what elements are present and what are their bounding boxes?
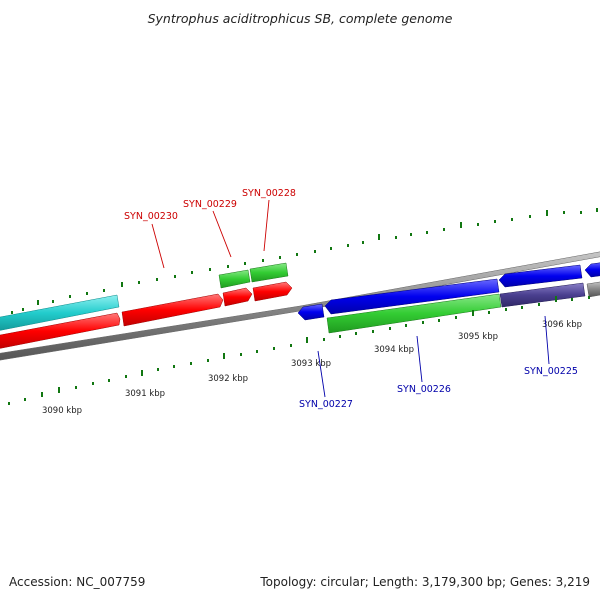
gene-arrow-syn-00226 xyxy=(326,293,502,334)
gene-arrow-syn-00230 xyxy=(0,312,121,349)
gene-label-syn-00229: SYN_00229 xyxy=(183,199,237,210)
forward-gene-labels: SYN_00230 SYN_00229 SYN_00228 xyxy=(124,188,296,269)
gene-arrow-misc xyxy=(499,282,586,308)
gene-label-syn-00225: SYN_00225 xyxy=(524,366,578,377)
tick-label-3092: 3092 kbp xyxy=(208,374,248,384)
leader-line-syn-00227 xyxy=(317,350,326,398)
gene-arrow-syn-00225 xyxy=(498,264,583,288)
leader-line-syn-00225 xyxy=(544,315,550,365)
gene-arrow-rna-b xyxy=(249,262,289,283)
gene-arrow-syn-00226-blue xyxy=(324,278,500,315)
tick-label-3091: 3091 kbp xyxy=(125,389,165,399)
gene-label-syn-00230: SYN_00230 xyxy=(124,211,178,222)
tick-label-3093: 3093 kbp xyxy=(291,359,331,369)
tick-label-3095: 3095 kbp xyxy=(458,332,498,342)
leader-line-syn-00228 xyxy=(263,199,270,252)
reverse-gene-labels: SYN_00227 SYN_00226 SYN_00225 xyxy=(299,315,578,410)
gene-arrow-syn-00229 xyxy=(222,287,253,307)
leader-line-syn-00226 xyxy=(416,335,423,383)
gene-arrow-syn-00228 xyxy=(252,281,293,302)
gene-arrow-rna-a xyxy=(218,269,251,289)
gene-arrow-gray xyxy=(586,281,600,298)
gene-arrow-syn-00227 xyxy=(297,303,325,321)
outer-tick-ring xyxy=(11,208,598,314)
genome-backbone xyxy=(0,251,600,361)
genome-title: Syntrophus aciditrophicus SB, complete g… xyxy=(148,11,453,26)
accession-text: Accession: NC_007759 xyxy=(9,575,145,589)
gene-label-syn-00227: SYN_00227 xyxy=(299,399,353,410)
leader-line-syn-00230 xyxy=(151,223,165,269)
leader-line-syn-00229 xyxy=(212,210,232,258)
gene-label-syn-00226: SYN_00226 xyxy=(397,384,451,395)
tick-label-3096: 3096 kbp xyxy=(542,320,582,330)
gene-arrow-syn-00230-b xyxy=(121,293,224,327)
tick-label-3094: 3094 kbp xyxy=(374,345,414,355)
inner-tick-ring: 3090 kbp 3091 kbp 3092 kbp 3093 kbp 3094… xyxy=(8,296,590,416)
gene-arrow-cyan xyxy=(0,294,120,331)
forward-strand-features xyxy=(0,262,293,349)
gene-label-syn-00228: SYN_00228 xyxy=(242,188,296,199)
genome-summary-text: Topology: circular; Length: 3,179,300 bp… xyxy=(259,575,590,589)
tick-label-3090: 3090 kbp xyxy=(42,406,82,416)
reverse-strand-features xyxy=(297,262,600,334)
gene-arrow-edge xyxy=(584,262,600,278)
